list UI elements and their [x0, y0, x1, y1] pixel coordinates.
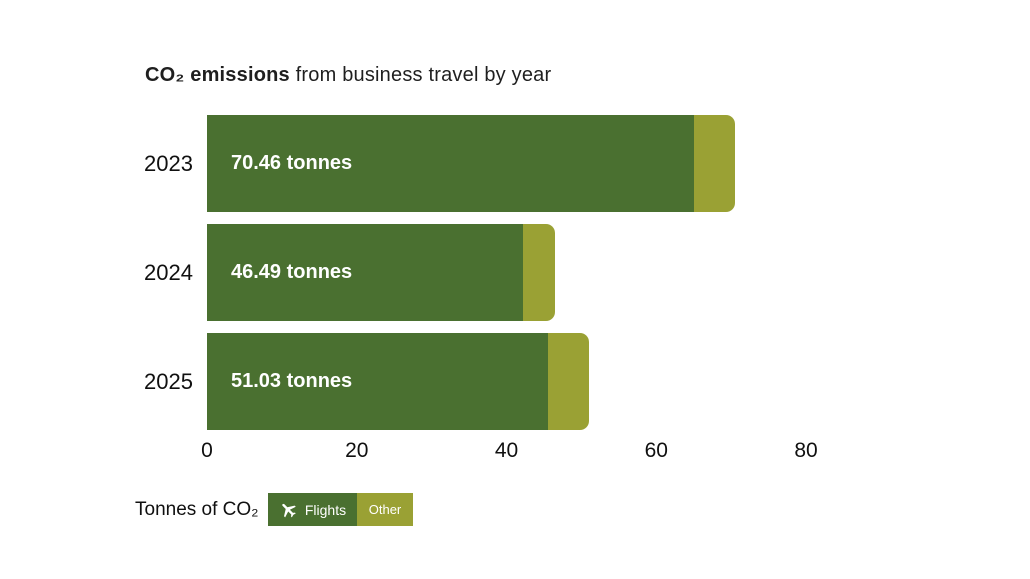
plane-icon: [279, 500, 298, 519]
chart-title: CO₂ emissions from business travel by ye…: [145, 64, 551, 87]
flights-segment: 70.46 tonnes: [207, 115, 695, 212]
stacked-bar: 51.03 tonnes: [207, 333, 590, 430]
year-label: 2025: [144, 368, 193, 394]
other-segment: [522, 224, 556, 321]
bar-row: 2025 51.03 tonnes: [0, 333, 1030, 430]
year-label: 2024: [144, 259, 193, 285]
x-tick-label: 40: [494, 439, 519, 462]
x-tick-label: 80: [794, 439, 818, 462]
other-segment: [547, 333, 590, 430]
bar-value-label: 70.46 tonnes: [231, 152, 353, 174]
legend: Tonnes of CO₂ Flights Other: [0, 493, 1030, 526]
x-tick-label: 20: [345, 439, 369, 462]
bar-row: 2023 70.46 tonnes: [0, 115, 1030, 212]
flights-segment: 46.49 tonnes: [207, 224, 523, 321]
legend-other-label: Other: [368, 502, 402, 517]
legend-flights-label: Flights: [304, 501, 347, 518]
chart-title-rest: from business travel by year: [289, 64, 552, 86]
bar-value-label: 46.49 tonnes: [231, 261, 353, 283]
legend-entry-flights: Flights: [268, 493, 357, 526]
stacked-bar: 46.49 tonnes: [207, 224, 556, 321]
x-tick-label: 60: [644, 439, 668, 462]
flights-segment: 51.03 tonnes: [207, 333, 548, 430]
legend-entry-other: Other: [357, 493, 413, 526]
bar-row: 2024 46.49 tonnes: [0, 224, 1030, 321]
x-tick-label: 0: [201, 439, 213, 462]
chart-title-bold: CO₂ emissions: [145, 64, 290, 86]
legend-title: Tonnes of CO₂: [135, 498, 259, 520]
bar-value-label: 51.03 tonnes: [231, 370, 353, 392]
stacked-bar: 70.46 tonnes: [207, 115, 735, 212]
other-segment: [694, 115, 735, 212]
year-label: 2023: [144, 150, 193, 176]
